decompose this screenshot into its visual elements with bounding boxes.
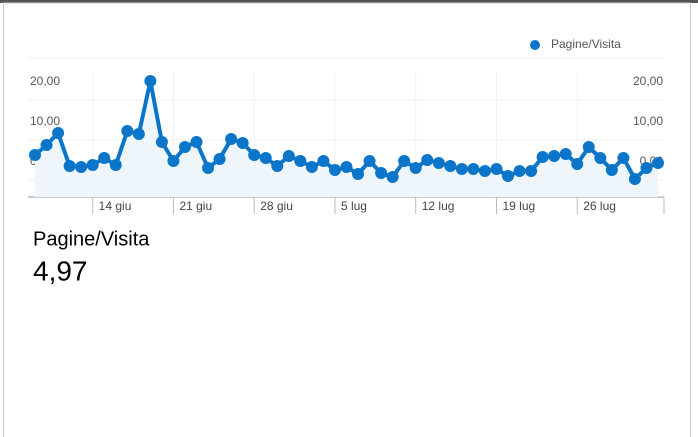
legend-label: Pagine/Visita: [551, 37, 621, 51]
point: [582, 141, 595, 153]
x-tick-label: 19 lug: [502, 199, 535, 213]
point: [178, 141, 191, 153]
point: [502, 170, 515, 182]
point: [29, 149, 41, 161]
area: [35, 81, 658, 197]
point: [571, 158, 584, 170]
point: [363, 155, 376, 167]
point: [317, 155, 330, 167]
point: [525, 165, 538, 177]
point: [167, 155, 180, 167]
x-tick-label: 5 lug: [341, 199, 367, 213]
point: [305, 161, 318, 173]
point: [121, 125, 134, 137]
point: [478, 165, 491, 177]
point: [63, 160, 76, 172]
point: [132, 128, 145, 140]
point: [282, 150, 295, 162]
point: [421, 154, 434, 166]
x-tick-label: 28 giu: [260, 199, 293, 213]
point: [155, 136, 168, 148]
summary-label: Pagine/Visita: [33, 228, 150, 250]
point: [328, 164, 341, 176]
point: [548, 150, 561, 162]
y2-tick-label: 10,00: [633, 114, 663, 128]
point: [213, 153, 226, 165]
point: [86, 159, 99, 171]
point: [444, 160, 457, 172]
point: [236, 137, 249, 149]
point: [467, 163, 480, 175]
point: [190, 136, 203, 148]
legend-marker: [530, 40, 540, 50]
point: [294, 155, 307, 167]
point: [144, 75, 157, 87]
point: [409, 162, 422, 174]
summary-value: 4,97: [33, 255, 88, 286]
y2-tick-label: 20,00: [633, 74, 663, 88]
point: [248, 149, 261, 161]
point: [617, 152, 630, 164]
point: [605, 164, 618, 176]
point: [432, 157, 445, 169]
point: [225, 133, 238, 145]
point: [352, 168, 365, 180]
point: [513, 165, 526, 177]
y-tick-label: 20,00: [30, 74, 60, 88]
point: [109, 159, 122, 171]
y-tick-label: 10,00: [30, 114, 60, 128]
point: [398, 155, 411, 167]
x-tick-label: 12 lug: [422, 199, 455, 213]
point: [52, 127, 65, 139]
point: [490, 163, 503, 175]
card: [3, 2, 691, 437]
point: [98, 152, 111, 164]
point: [202, 162, 215, 174]
point: [594, 152, 607, 164]
point: [628, 173, 641, 185]
point: [271, 160, 284, 172]
point: [375, 167, 388, 179]
x-tick-label: 26 lug: [583, 199, 616, 213]
point: [40, 139, 53, 151]
top-bar: [0, 0, 698, 3]
point: [340, 161, 353, 173]
x-tick-label: 21 giu: [179, 199, 212, 213]
point: [259, 152, 272, 164]
point: [536, 151, 549, 163]
point: [386, 171, 399, 183]
point: [640, 162, 653, 174]
point: [652, 157, 664, 169]
x-tick-label: 14 giu: [99, 199, 132, 213]
point: [559, 148, 572, 160]
point: [75, 161, 88, 173]
point: [455, 163, 468, 175]
